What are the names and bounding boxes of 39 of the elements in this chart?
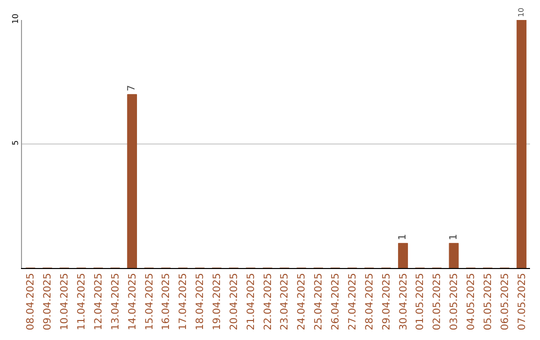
x-tick-label: 02.05.2025 [432, 273, 444, 330]
x-tick-label: 26.04.2025 [330, 273, 342, 330]
x-tick-label: 27.04.2025 [347, 273, 358, 330]
x-tick-label: 12.04.2025 [93, 273, 104, 330]
x-tick-label: 23.04.2025 [280, 273, 291, 330]
x-tick-label: 06.05.2025 [500, 273, 511, 330]
y-tick-label: 5 [10, 140, 20, 146]
bar [448, 242, 459, 268]
data-label: 7 [126, 85, 138, 92]
x-tick-label: 16.04.2025 [161, 273, 172, 330]
x-tick-label: 29.04.2025 [381, 273, 392, 330]
x-tick-label: 30.04.2025 [398, 273, 410, 330]
x-tick-label: 11.04.2025 [76, 273, 88, 330]
x-tick-label: 03.05.2025 [449, 273, 460, 330]
x-tick-label: 07.05.2025 [516, 273, 528, 330]
x-tick-label: 13.04.2025 [110, 273, 122, 330]
x-tick-label: 04.05.2025 [466, 273, 477, 330]
x-tick-label: 01.05.2025 [415, 273, 426, 330]
x-tick-label: 22.04.2025 [262, 273, 274, 330]
data-label: 10 [516, 7, 526, 17]
bar [516, 20, 526, 268]
x-tick-label: 21.04.2025 [246, 273, 257, 330]
x-tick-label: 14.04.2025 [127, 273, 138, 330]
x-tick-label: 28.04.2025 [364, 273, 376, 330]
x-tick-label: 17.04.2025 [178, 273, 190, 330]
x-tick-label: 10.04.2025 [60, 273, 71, 330]
x-tick-label: 24.04.2025 [296, 273, 308, 330]
x-tick-label: 08.04.2025 [26, 273, 37, 330]
x-tick-label: 18.04.2025 [195, 273, 206, 330]
bar [127, 94, 137, 268]
data-label: 1 [398, 234, 408, 240]
x-tick-label: 05.05.2025 [482, 273, 494, 330]
x-tick-label: 20.04.2025 [228, 273, 240, 330]
x-tick-label: 09.04.2025 [42, 273, 54, 330]
x-tick-label: 15.04.2025 [144, 273, 156, 330]
bar [398, 242, 408, 268]
x-tick-label: 19.04.2025 [212, 273, 223, 330]
x-tick-label: 25.04.2025 [314, 273, 325, 330]
data-label: 1 [448, 234, 460, 240]
